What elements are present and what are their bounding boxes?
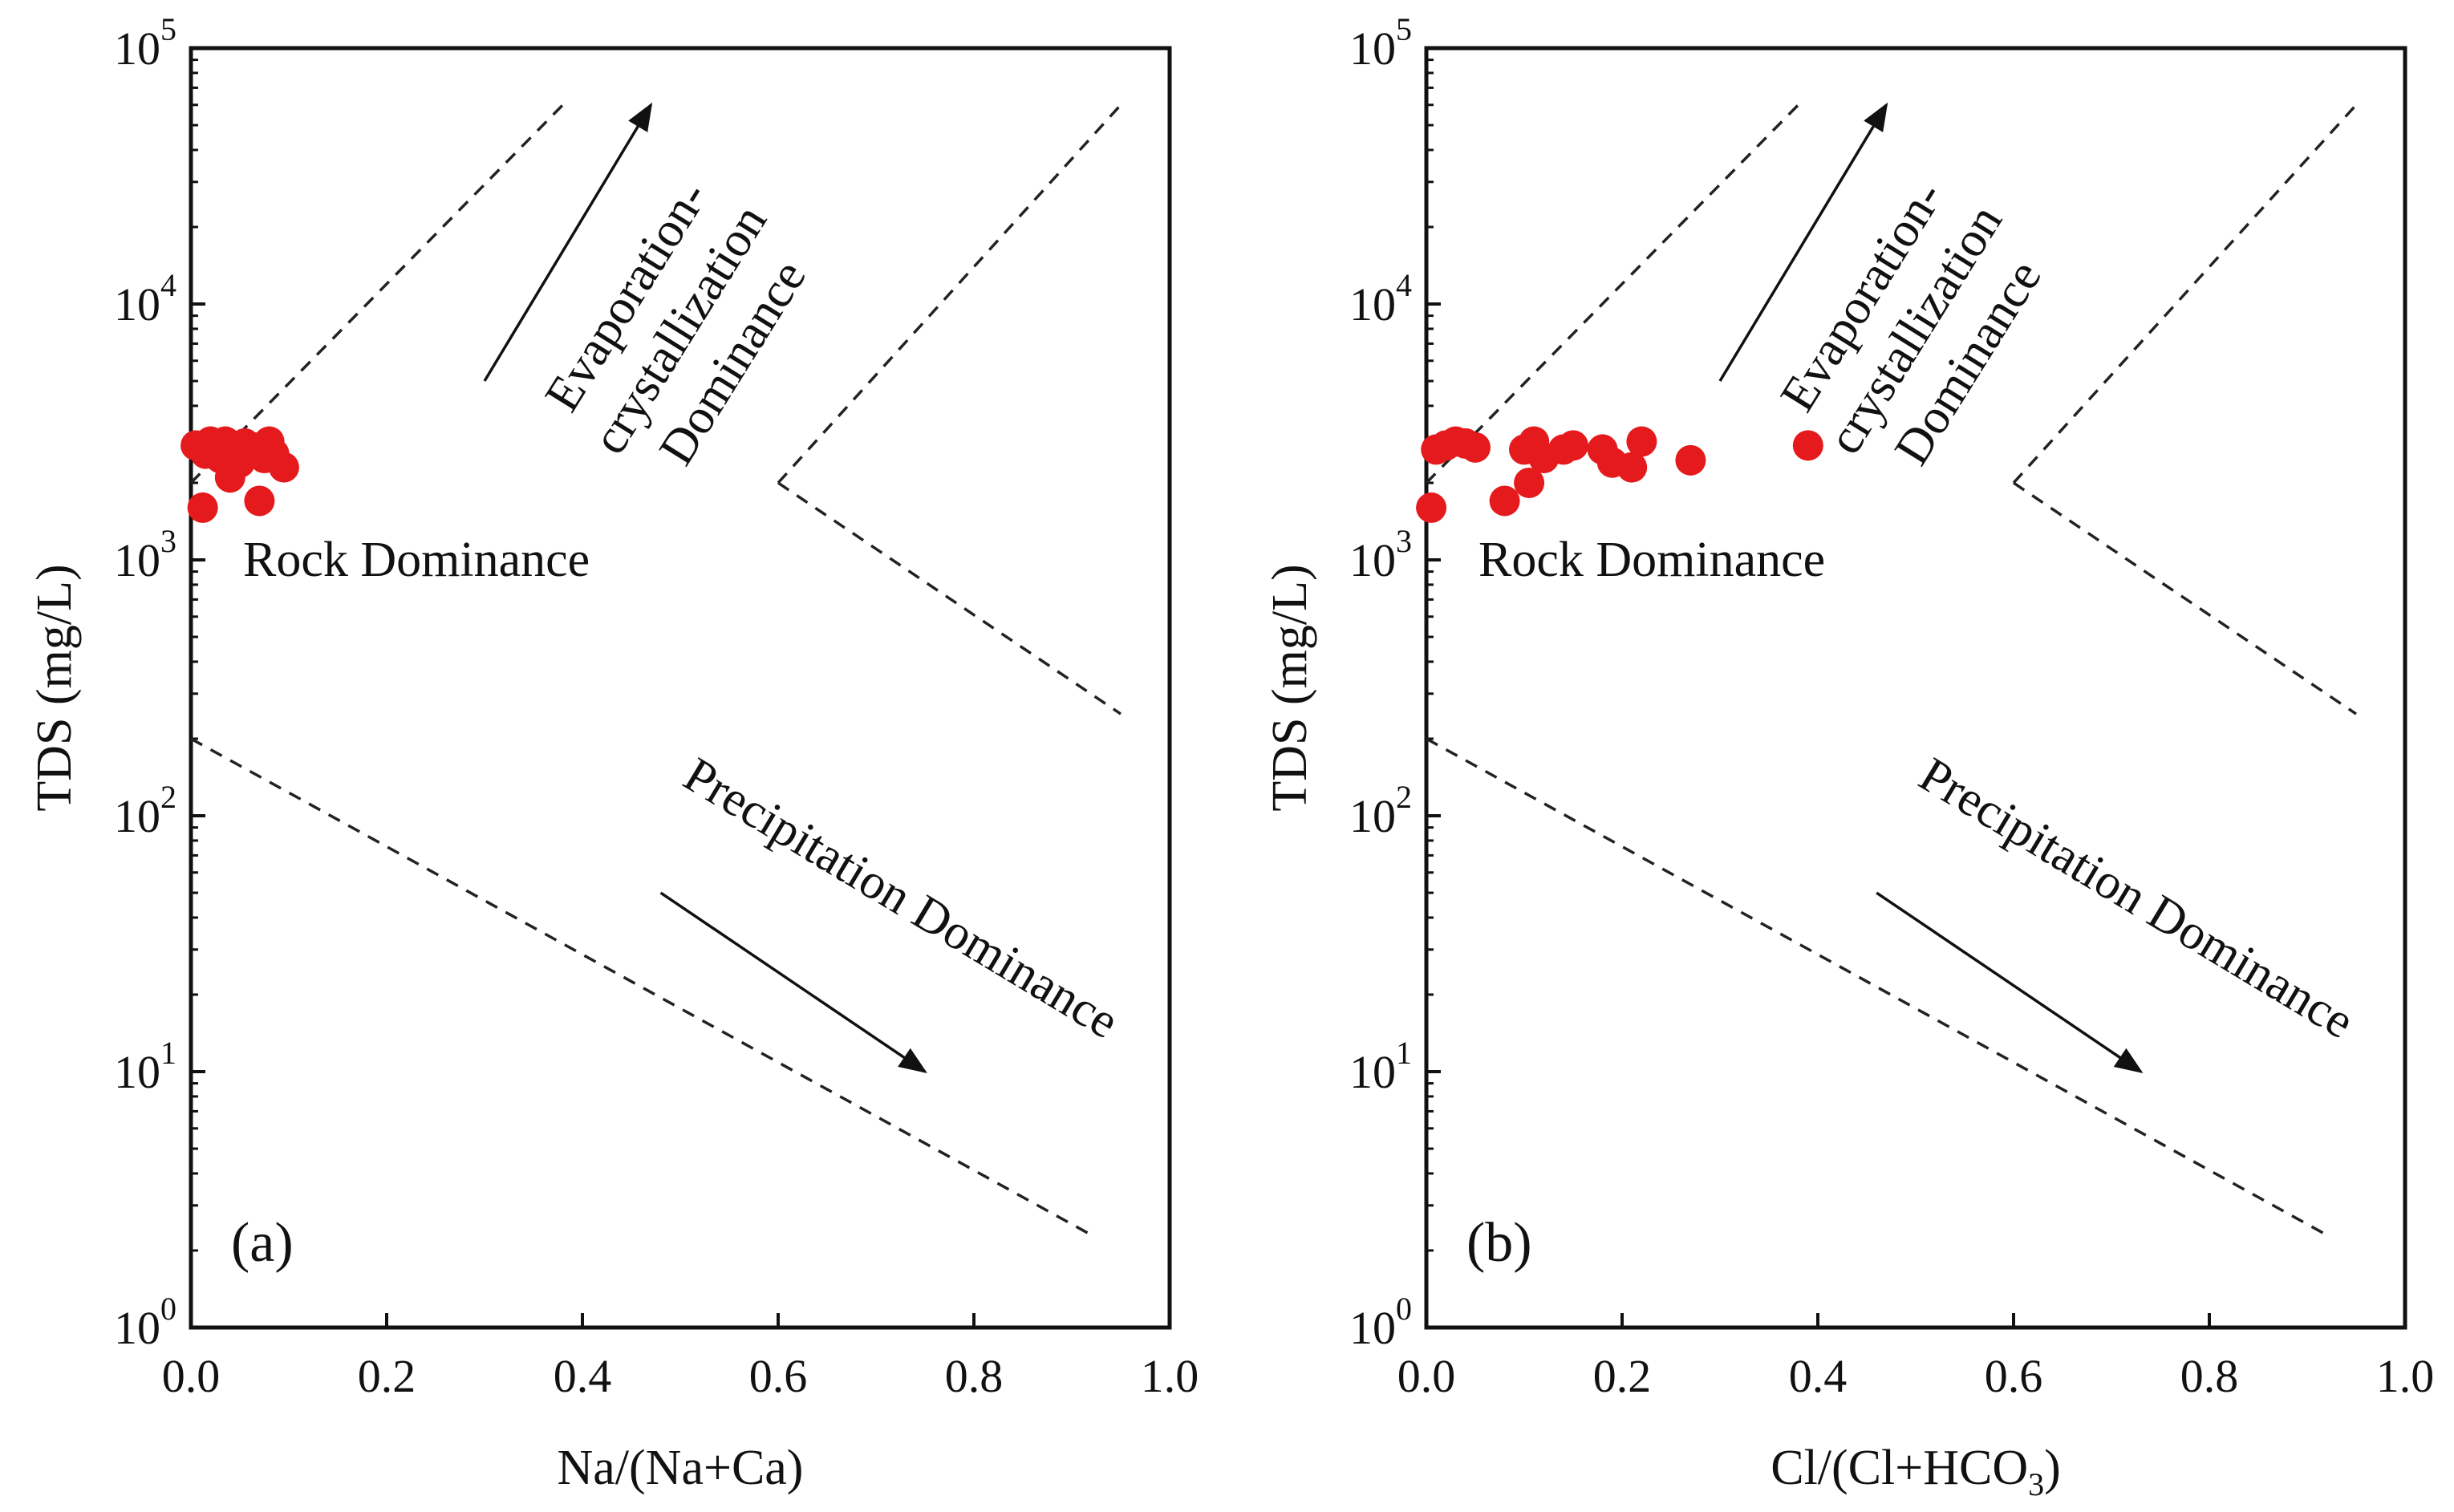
x-tick-label: 1.0 (1141, 1350, 1199, 1402)
boundary-line-upper-left (1425, 103, 1799, 484)
x-tick-label: 0.0 (162, 1350, 221, 1402)
y-tick-base: 10 (1349, 534, 1396, 586)
x-tick-label: 0.8 (945, 1350, 1004, 1402)
y-tick-label: 105 (114, 11, 176, 75)
x-tick-label: 0.2 (358, 1350, 416, 1402)
y-axis-label: TDS (mg/L) (1263, 564, 1317, 811)
x-axis-label-tail: ) (2044, 1441, 2061, 1495)
plot-frame (1424, 46, 2407, 1330)
rock-dominance-label: Rock Dominance (1478, 533, 1825, 587)
x-tick-label: 0.8 (2180, 1350, 2239, 1402)
panel-b: 0.0 0.2 0.4 0.6 0.8 1.0100101102103104105Cl/(… (1263, 11, 2434, 1502)
y-tick-base: 10 (114, 1302, 160, 1354)
x-tick-label: 1.0 (2376, 1350, 2435, 1402)
boundary-line-upper-left (189, 103, 564, 484)
precipitation-dominance-label: Precipitation Dominance (675, 748, 1128, 1050)
y-tick-exponent: 2 (1396, 779, 1412, 815)
panel-label: (b) (1466, 1212, 1532, 1274)
y-tick-exponent: 4 (1396, 267, 1412, 303)
y-tick-exponent: 3 (160, 523, 176, 559)
y-tick-label: 101 (1349, 1035, 1412, 1098)
data-point (1626, 426, 1657, 457)
boundary-line-lower-left (190, 737, 1093, 1237)
data-point (1675, 444, 1706, 476)
y-tick-label: 102 (114, 779, 176, 842)
rock-dominance-label: Rock Dominance (243, 533, 590, 587)
data-point (1514, 467, 1545, 498)
x-tick-label: 0.4 (554, 1350, 612, 1402)
y-tick-label: 100 (114, 1291, 176, 1354)
y-tick-base: 10 (1349, 278, 1396, 330)
boundary-line-upper-right (2012, 103, 2358, 484)
y-tick-label: 105 (1349, 11, 1412, 75)
boundary-line-upper-right (777, 103, 1122, 484)
y-tick-base: 10 (114, 22, 160, 75)
data-point (1558, 430, 1588, 461)
y-tick-base: 10 (1349, 1302, 1396, 1354)
data-point (268, 452, 299, 483)
boundary-line-lower-right (2013, 481, 2357, 715)
x-tick-label: 0.2 (1593, 1350, 1652, 1402)
y-tick-exponent: 5 (160, 11, 176, 47)
x-axis-label: Na/(Na+Ca) (558, 1441, 804, 1495)
y-tick-exponent: 3 (1396, 523, 1412, 559)
down-arrow (1876, 891, 2144, 1073)
x-tick-label: 0.6 (749, 1350, 808, 1402)
panel-a: 0.0 0.2 0.4 0.6 0.8 1.0100101102103104105Na/(… (27, 11, 1199, 1495)
x-axis-label: Cl/(Cl+HCO3) (1771, 1441, 2061, 1502)
x-axis-label-main: Cl/(Cl+HCO (1771, 1441, 2028, 1495)
data-point (244, 485, 275, 517)
x-axis-label-main: Na/(Na+Ca) (558, 1441, 804, 1495)
down-arrow (659, 891, 927, 1073)
plot-frame (189, 46, 1172, 1330)
data-point (1416, 492, 1447, 523)
y-tick-exponent: 1 (1396, 1035, 1412, 1071)
x-axis-label-subscript: 3 (2028, 1466, 2044, 1502)
y-tick-base: 10 (114, 790, 160, 842)
boundary-line-lower-left (1426, 737, 2328, 1237)
up-arrow (1718, 102, 1888, 382)
x-tick-label: 0.6 (1985, 1350, 2043, 1402)
y-tick-label: 103 (1349, 523, 1412, 586)
y-tick-base: 10 (114, 534, 160, 586)
data-point (1792, 430, 1823, 461)
y-tick-base: 10 (1349, 790, 1396, 842)
y-tick-exponent: 0 (1396, 1291, 1412, 1327)
y-tick-base: 10 (1349, 22, 1396, 75)
y-tick-exponent: 0 (160, 1291, 176, 1327)
y-tick-exponent: 2 (160, 779, 176, 815)
y-tick-base: 10 (114, 278, 160, 330)
x-tick-label: 0.0 (1397, 1350, 1456, 1402)
y-tick-label: 102 (1349, 779, 1412, 842)
panel-label: (a) (231, 1212, 294, 1274)
y-tick-label: 104 (1349, 267, 1412, 330)
y-tick-exponent: 5 (1396, 11, 1412, 47)
y-tick-base: 10 (114, 1046, 160, 1098)
x-tick-label: 0.4 (1789, 1350, 1848, 1402)
data-point (1460, 432, 1491, 463)
y-tick-exponent: 1 (160, 1035, 176, 1071)
data-point (1616, 452, 1648, 483)
y-tick-label: 104 (114, 267, 176, 330)
y-axis-label: TDS (mg/L) (27, 564, 82, 811)
y-tick-label: 100 (1349, 1291, 1412, 1354)
y-tick-label: 101 (114, 1035, 176, 1098)
data-point (187, 492, 218, 523)
y-tick-exponent: 4 (160, 267, 176, 303)
y-tick-label: 103 (114, 523, 176, 586)
precipitation-dominance-label: Precipitation Dominance (1910, 748, 2363, 1050)
data-point (1489, 485, 1520, 517)
y-tick-base: 10 (1349, 1046, 1396, 1098)
boundary-line-lower-right (777, 481, 1122, 715)
up-arrow (483, 102, 653, 382)
